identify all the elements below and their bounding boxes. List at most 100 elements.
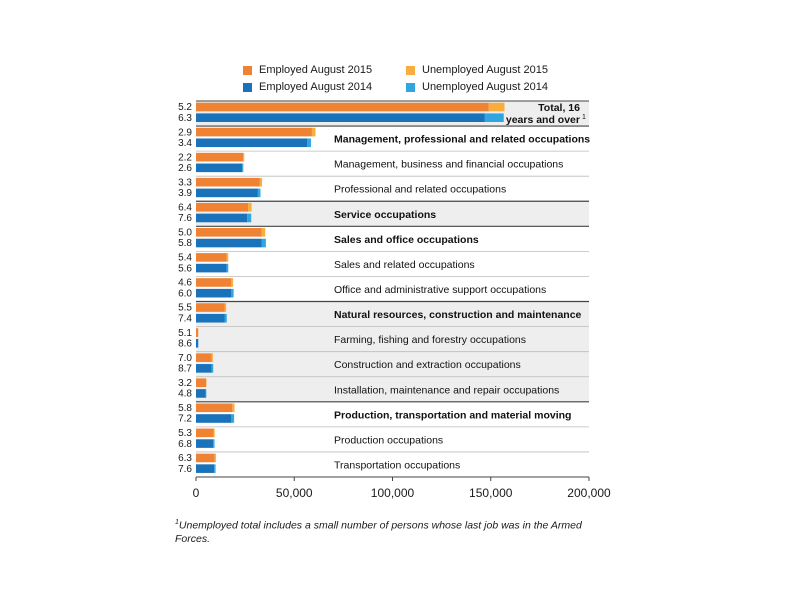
- x-tick-label: 0: [193, 486, 200, 500]
- bar-employed-2015: [196, 253, 227, 262]
- bar-unemployed-2015: [259, 177, 263, 187]
- rate-label-2015: 4.6: [178, 278, 192, 289]
- category-label: Office and administrative support occupa…: [334, 284, 546, 296]
- category-label: Sales and office occupations: [334, 234, 479, 246]
- category-label: Service occupations: [334, 209, 436, 221]
- bar-unemployed-2014: [214, 464, 216, 473]
- rate-label-2015: 6.3: [178, 453, 192, 464]
- legend-swatch-employed-2015: [243, 65, 252, 75]
- rate-label-2015: 6.4: [178, 202, 192, 213]
- bar-unemployed-2015: [488, 102, 505, 112]
- bar-unemployed-2014: [484, 113, 504, 122]
- x-tick-label: 150,000: [469, 486, 513, 500]
- bar-unemployed-2014: [231, 288, 234, 298]
- bar-unemployed-2014: [257, 188, 261, 198]
- row-shade: [196, 351, 589, 377]
- bar-unemployed-2014: [261, 238, 266, 248]
- legend: Employed August 2015 Unemployed August 2…: [243, 64, 573, 98]
- bar-employed-2015: [196, 428, 214, 438]
- bar-employed-2015: [196, 378, 207, 388]
- category-label: years and over: [506, 114, 580, 126]
- rate-label-2015: 5.2: [178, 102, 192, 113]
- bar-employed-2015: [196, 353, 212, 362]
- bar-unemployed-2014: [226, 263, 229, 273]
- bar-unemployed-2015: [213, 428, 215, 438]
- row-shade: [196, 326, 589, 352]
- category-label: Natural resources, construction and main…: [334, 309, 582, 321]
- rate-label-2015: 5.4: [178, 253, 192, 264]
- category-label: Farming, fishing and forestry occupation…: [334, 334, 526, 346]
- legend-item-unemployed-2015: Unemployed August 2015: [406, 64, 548, 76]
- bar-employed-2015: [196, 453, 215, 463]
- category-label: Management, professional and related occ…: [334, 134, 590, 146]
- bar-employed-2015: [196, 127, 312, 137]
- category-label: Construction and extraction occupations: [334, 359, 521, 371]
- rate-label-2015: 5.8: [178, 403, 192, 414]
- rate-label-2015: 7.0: [178, 353, 192, 364]
- bar-employed-2015: [196, 328, 199, 337]
- rate-label-2015: 2.2: [178, 152, 192, 163]
- x-tick-label: 200,000: [567, 486, 611, 500]
- bar-employed-2014: [196, 464, 215, 473]
- bar-employed-2015: [196, 403, 233, 413]
- bar-unemployed-2015: [261, 228, 266, 237]
- bar-unemployed-2015: [311, 127, 316, 137]
- footnote: 1Unemployed total includes a small numbe…: [175, 516, 595, 546]
- category-label: Total, 16: [538, 102, 580, 114]
- rate-label-2015: 3.2: [178, 378, 192, 389]
- legend-item-unemployed-2014: Unemployed August 2014: [406, 81, 548, 93]
- rate-label-2014: 7.6: [178, 464, 192, 475]
- bar-employed-2014: [196, 113, 485, 122]
- bar-unemployed-2015: [214, 453, 216, 463]
- rate-label-2014: 6.3: [178, 113, 192, 124]
- rate-label-2014: 7.2: [178, 414, 192, 425]
- bar-unemployed-2014: [247, 213, 252, 223]
- bar-employed-2014: [196, 213, 248, 223]
- legend-label-unemployed-2015: Unemployed August 2015: [422, 64, 548, 76]
- rate-label-2014: 6.0: [178, 288, 192, 299]
- category-label: Installation, maintenance and repair occ…: [334, 384, 559, 396]
- rate-label-2015: 5.3: [178, 428, 192, 439]
- bar-employed-2014: [196, 263, 227, 273]
- bar-employed-2015: [196, 202, 249, 212]
- bar-unemployed-2014: [242, 163, 244, 173]
- bar-employed-2014: [196, 288, 232, 298]
- legend-swatch-unemployed-2014: [406, 82, 415, 92]
- bar-employed-2014: [196, 389, 206, 398]
- bar-unemployed-2015: [226, 253, 229, 262]
- rate-label-2014: 7.6: [178, 213, 192, 224]
- x-tick-label: 100,000: [371, 486, 415, 500]
- rate-label-2014: 5.6: [178, 263, 192, 274]
- bar-employed-2014: [196, 163, 243, 173]
- rate-label-2014: 8.7: [178, 364, 192, 375]
- bar-unemployed-2015: [224, 303, 227, 312]
- bar-unemployed-2015: [248, 202, 252, 212]
- rate-label-2014: 4.8: [178, 389, 192, 400]
- rate-label-2014: 7.4: [178, 313, 192, 324]
- bar-unemployed-2015: [243, 152, 245, 162]
- footnote-marker: 1: [175, 519, 179, 526]
- bar-unemployed-2014: [213, 439, 215, 448]
- bar-employed-2014: [196, 138, 308, 148]
- bar-unemployed-2014: [231, 414, 235, 423]
- legend-label-unemployed-2014: Unemployed August 2014: [422, 81, 548, 93]
- bar-employed-2015: [196, 102, 489, 112]
- x-tick-label: 50,000: [276, 486, 313, 500]
- bar-unemployed-2015: [232, 403, 235, 413]
- rate-label-2015: 2.9: [178, 127, 192, 138]
- legend-swatch-employed-2014: [243, 82, 252, 92]
- legend-label-employed-2015: Employed August 2015: [259, 64, 373, 76]
- category-label: Production occupations: [334, 434, 443, 446]
- footnote-text: Unemployed total includes a small number…: [175, 519, 582, 545]
- bar-employed-2015: [196, 303, 225, 312]
- rate-label-2015: 5.0: [178, 228, 192, 239]
- rate-label-2014: 8.6: [178, 339, 192, 350]
- category-label: Management, business and financial occup…: [334, 159, 563, 171]
- bar-employed-2014: [196, 238, 262, 248]
- rate-label-2014: 2.6: [178, 163, 192, 174]
- bar-unemployed-2014: [211, 364, 214, 373]
- rate-label-2015: 5.5: [178, 303, 192, 314]
- category-label: Sales and related occupations: [334, 259, 475, 271]
- category-label: Professional and related occupations: [334, 184, 506, 196]
- bar-employed-2014: [196, 439, 214, 448]
